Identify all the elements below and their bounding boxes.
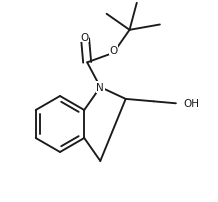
Text: O: O [80, 33, 88, 42]
Text: OH: OH [183, 99, 199, 109]
Text: N: N [96, 83, 104, 93]
Text: O: O [109, 45, 118, 56]
